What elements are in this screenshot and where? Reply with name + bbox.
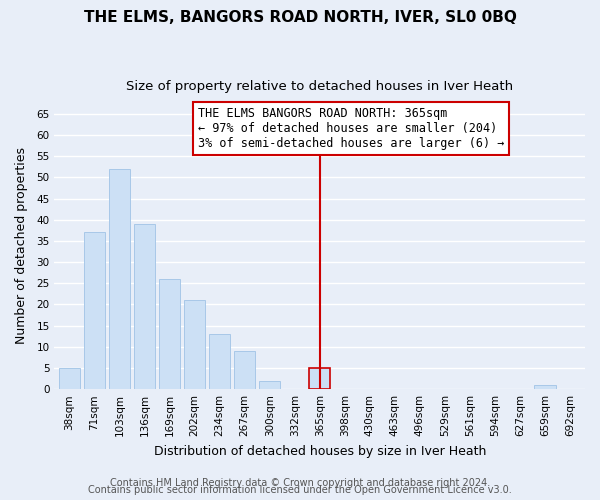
Bar (209, 334, 230, 389)
Bar (234, 351, 255, 389)
Bar (184, 300, 205, 389)
Text: THE ELMS, BANGORS ROAD NORTH, IVER, SL0 0BQ: THE ELMS, BANGORS ROAD NORTH, IVER, SL0 … (83, 10, 517, 25)
Title: Size of property relative to detached houses in Iver Heath: Size of property relative to detached ho… (126, 80, 513, 93)
Bar (134, 224, 155, 389)
Text: Contains HM Land Registry data © Crown copyright and database right 2024.: Contains HM Land Registry data © Crown c… (110, 478, 490, 488)
Y-axis label: Number of detached properties: Number of detached properties (15, 146, 28, 344)
Text: Contains public sector information licensed under the Open Government Licence v3: Contains public sector information licen… (88, 485, 512, 495)
X-axis label: Distribution of detached houses by size in Iver Heath: Distribution of detached houses by size … (154, 444, 486, 458)
Bar (109, 169, 130, 389)
Bar (84, 232, 105, 389)
Bar (535, 385, 556, 389)
Text: THE ELMS BANGORS ROAD NORTH: 365sqm
← 97% of detached houses are smaller (204)
3: THE ELMS BANGORS ROAD NORTH: 365sqm ← 97… (197, 107, 504, 150)
Bar (309, 368, 331, 389)
Bar (159, 279, 180, 389)
Bar (59, 368, 80, 389)
Bar (259, 380, 280, 389)
